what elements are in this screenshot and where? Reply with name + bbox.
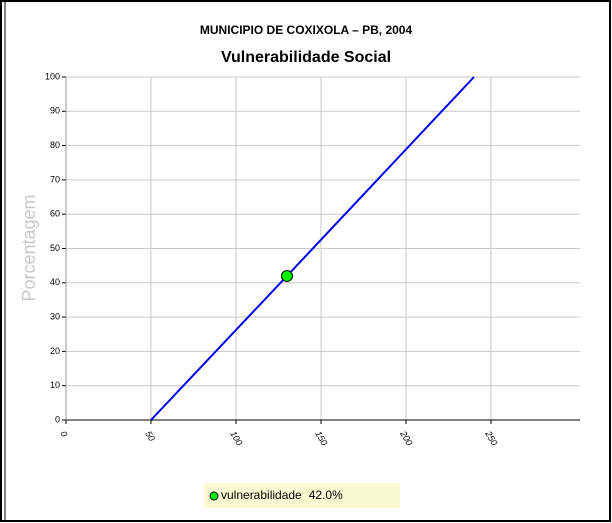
x-tick-label: 0 bbox=[58, 429, 69, 438]
highlight-point bbox=[281, 269, 293, 282]
y-tick-label: 30 bbox=[50, 311, 60, 321]
legend bbox=[204, 483, 400, 508]
x-tick-label: 250 bbox=[483, 428, 500, 447]
x-tick-label: 200 bbox=[398, 428, 415, 447]
y-tick-label: 40 bbox=[50, 277, 60, 287]
y-axis-label: Porcentagem bbox=[19, 194, 39, 301]
x-tick-label: 100 bbox=[228, 429, 244, 447]
y-tick-label: 0 bbox=[55, 414, 60, 424]
x-tick-label: 150 bbox=[313, 429, 329, 447]
y-tick-label: 10 bbox=[50, 380, 60, 390]
y-tick-label: 100 bbox=[45, 71, 60, 81]
y-tick-label: 60 bbox=[50, 209, 60, 219]
legend-value: 42.0% bbox=[309, 488, 343, 502]
legend-text: vulnerabilidade 42.0% bbox=[221, 488, 343, 502]
chart-subtitle: Vulnerabilidade Social bbox=[221, 49, 391, 66]
y-tick-label: 50 bbox=[50, 243, 60, 253]
x-tick-label: 50 bbox=[143, 429, 157, 443]
y-tick-label: 90 bbox=[50, 106, 60, 116]
chart-title: MUNICIPIO DE COXIXOLA – PB, 2004 bbox=[200, 23, 413, 37]
y-tick-label: 70 bbox=[50, 174, 60, 184]
legend-name: vulnerabilidade bbox=[221, 488, 302, 502]
y-tick-label: 20 bbox=[50, 346, 60, 356]
legend-swatch bbox=[209, 491, 219, 501]
y-tick-label: 80 bbox=[50, 140, 60, 150]
